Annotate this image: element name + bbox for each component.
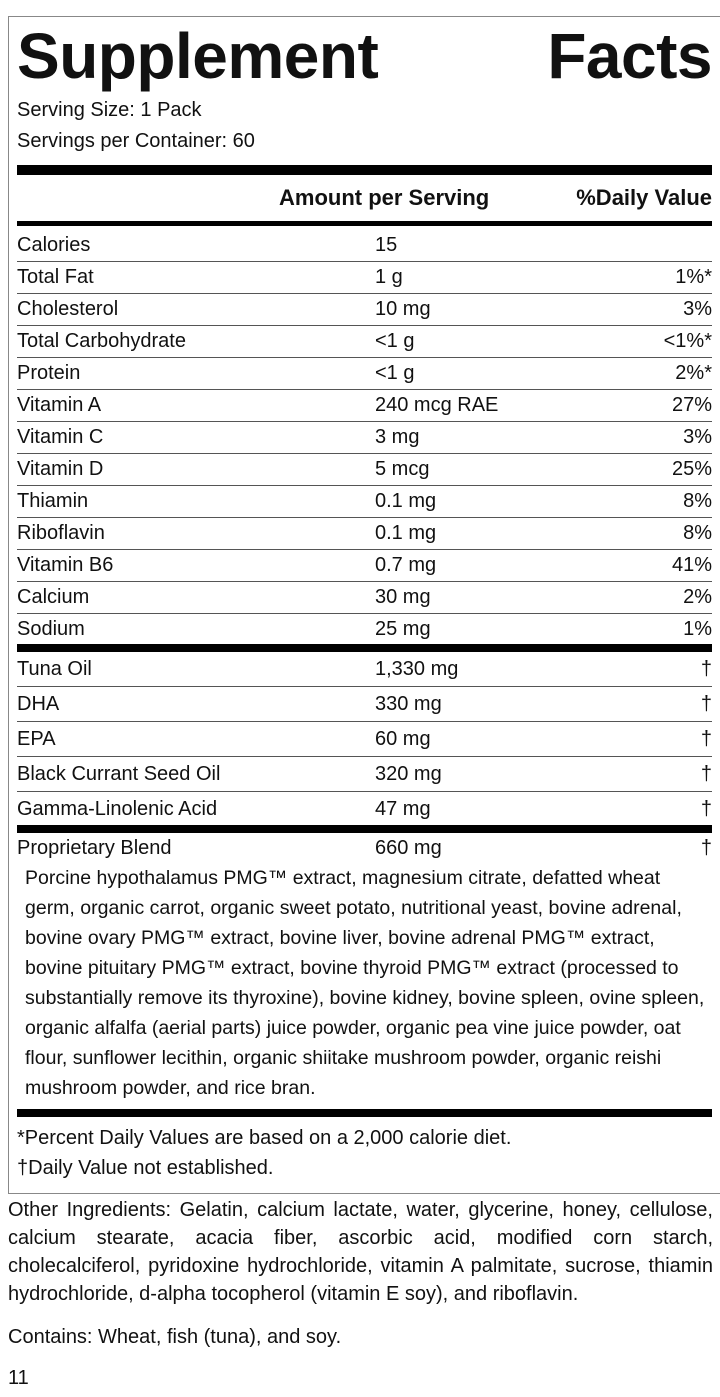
nutrient-name: Total Fat [17,266,94,288]
amount: 5 mcg [375,458,430,480]
amount: 10 mg [375,298,431,320]
divider [17,165,712,175]
blend-row: Proprietary Blend 660 mg † [17,833,712,863]
daily-value: 2%* [675,362,712,384]
nutrient-row: Calcium 30 mg 2% [17,582,712,614]
amount: 1,330 mg [375,657,459,680]
footnote: *Percent Daily Values are based on a 2,0… [17,1127,512,1149]
divider [17,221,712,226]
amount-header: Amount per Serving [279,185,490,210]
daily-value: † [700,657,712,680]
nutrient-row: Thiamin 0.1 mg 8% [17,486,712,518]
nutrient-name: Calcium [17,586,90,608]
daily-value: † [700,762,712,785]
nutrient-row: Black Currant Seed Oil 320 mg † [17,757,712,792]
daily-value: † [700,797,712,820]
amount: 47 mg [375,797,431,820]
nutrient-row: Gamma-Linolenic Acid 47 mg † [17,792,712,826]
other-nutrient-list: Tuna Oil 1,330 mg † DHA 330 mg † EPA 60 mg † Blac… [17,652,712,826]
nutrient-row: EPA 60 mg † [17,722,712,757]
nutrient-list: Calories 15 Total Fat 1 g 1%* Cholesterol 10 m… [17,226,712,645]
nutrient-row: Riboflavin 0.1 mg 8% [17,518,712,550]
page-number: 11 [8,1367,29,1389]
nutrient-row: DHA 330 mg † [17,687,712,722]
nutrient-row: Vitamin B6 0.7 mg 41% [17,550,712,582]
amount: 30 mg [375,586,431,608]
nutrient-row: Tuna Oil 1,330 mg † [17,652,712,687]
daily-value: 27% [671,394,712,416]
amount: 0.1 mg [375,490,437,512]
daily-value: 8% [683,522,712,544]
amount: <1 g [375,330,415,352]
daily-value: 3% [683,426,712,448]
nutrient-name: Vitamin B6 [17,554,114,576]
nutrient-row: Cholesterol 10 mg 3% [17,294,712,326]
blend-ingredients: Porcine hypothalamus PMG™ extract, magne… [25,867,705,1099]
daily-value: † [700,836,712,859]
supplement-facts-panel: Supplement Facts Serving Size: 1 Pack Se… [8,16,720,1194]
nutrient-row: Calories 15 [17,230,712,262]
amount: <1 g [375,362,415,384]
nutrient-row: Vitamin A 240 mcg RAE 27% [17,390,712,422]
divider [17,1109,712,1117]
nutrient-name: EPA [17,727,56,750]
nutrient-name: Calories [17,234,91,256]
nutrient-row: Protein <1 g 2%* [17,358,712,390]
nutrient-row: Total Fat 1 g 1%* [17,262,712,294]
nutrient-row: Total Carbohydrate <1 g <1%* [17,326,712,358]
nutrient-name: Total Carbohydrate [17,330,186,352]
nutrient-name: DHA [17,692,60,715]
daily-value: 1% [683,618,712,640]
nutrient-row: Vitamin D 5 mcg 25% [17,454,712,486]
nutrient-name: Vitamin D [17,458,104,480]
amount: 320 mg [375,762,442,785]
nutrient-name: Tuna Oil [17,657,92,680]
daily-value: 25% [671,458,712,480]
allergens: Contains: Wheat, fish (tuna), and soy. [8,1326,342,1348]
serving-size: Serving Size: 1 Pack [17,99,202,121]
divider [17,644,712,652]
daily-value: † [700,727,712,750]
amount: 25 mg [375,618,431,640]
amount: 0.7 mg [375,554,437,576]
nutrient-name: Thiamin [17,490,89,512]
title: Supplement Facts [17,20,713,92]
daily-value: † [700,692,712,715]
other-ingredients: Other Ingredients: Gelatin, calcium lact… [8,1199,713,1305]
nutrient-name: Proprietary Blend [17,836,172,859]
daily-value: 41% [671,554,712,576]
amount: 330 mg [375,692,442,715]
nutrient-name: Protein [17,362,81,384]
daily-value-header: %Daily Value [576,185,712,210]
daily-value: 3% [683,298,712,320]
nutrient-name: Sodium [17,618,85,640]
daily-value: <1%* [663,330,712,352]
daily-value: 1%* [675,266,712,288]
nutrient-name: Riboflavin [17,522,105,544]
nutrient-name: Vitamin C [17,426,104,448]
nutrient-name: Black Currant Seed Oil [17,762,221,785]
nutrient-name: Gamma-Linolenic Acid [17,797,218,820]
amount: 3 mg [375,426,420,448]
nutrient-row: Vitamin C 3 mg 3% [17,422,712,454]
divider [17,825,712,833]
nutrient-name: Cholesterol [17,298,119,320]
amount: 1 g [375,266,403,288]
amount: 15 [375,234,398,256]
amount: 60 mg [375,727,431,750]
servings-per-container: Servings per Container: 60 [17,130,255,152]
amount: 240 mcg RAE [375,394,499,416]
footnote: †Daily Value not established. [17,1157,274,1179]
nutrient-row: Sodium 25 mg 1% [17,614,712,645]
amount: 0.1 mg [375,522,437,544]
amount: 660 mg [375,836,442,859]
column-header: Amount per Serving %Daily Value [17,175,712,221]
daily-value: 8% [683,490,712,512]
nutrient-name: Vitamin A [17,394,102,416]
daily-value: 2% [683,586,712,608]
